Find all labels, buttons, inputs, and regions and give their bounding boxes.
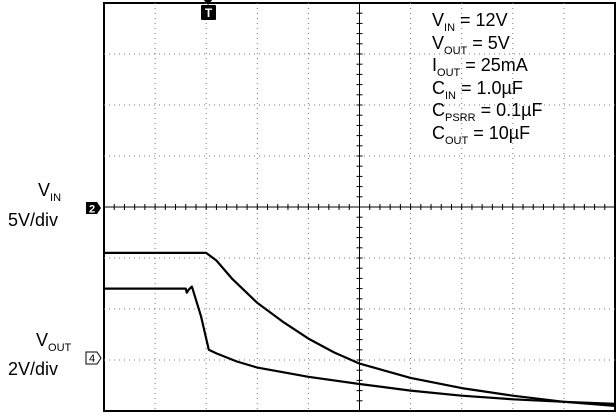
condition-iout: IOUT = 25mA xyxy=(432,55,528,79)
in-trace xyxy=(104,285,616,405)
test-conditions: VIN = 12V VOUT = 5V IOUT = 25mA CIN = 1.… xyxy=(432,9,612,147)
vin-channel-label: VIN xyxy=(38,180,62,204)
condition-cin: CIN = 1.0µF xyxy=(432,77,523,102)
condition-cout: COUT = 10µF xyxy=(432,122,531,147)
condition-vout: VOUT = 5V xyxy=(432,32,510,57)
vout-channel-number: 4 xyxy=(89,353,95,365)
vin-scale-label: 5V/div xyxy=(8,210,59,230)
condition-cpsrr: CPSRR = 0.1µF xyxy=(432,100,543,124)
vout-ground-marker: 4 xyxy=(85,351,102,365)
vout-channel-label: VOUT xyxy=(36,330,72,354)
condition-vin: VIN = 12V xyxy=(432,10,508,34)
trigger-marker-label: T xyxy=(205,6,213,20)
trigger-marker: T xyxy=(201,0,216,20)
traces xyxy=(104,251,616,407)
vin-channel-number: 2 xyxy=(89,204,95,216)
graticule xyxy=(103,2,616,412)
vout-scale-label: 2V/div xyxy=(8,359,59,379)
vin-ground-marker: 2 xyxy=(86,202,101,216)
out-trace xyxy=(104,251,616,407)
